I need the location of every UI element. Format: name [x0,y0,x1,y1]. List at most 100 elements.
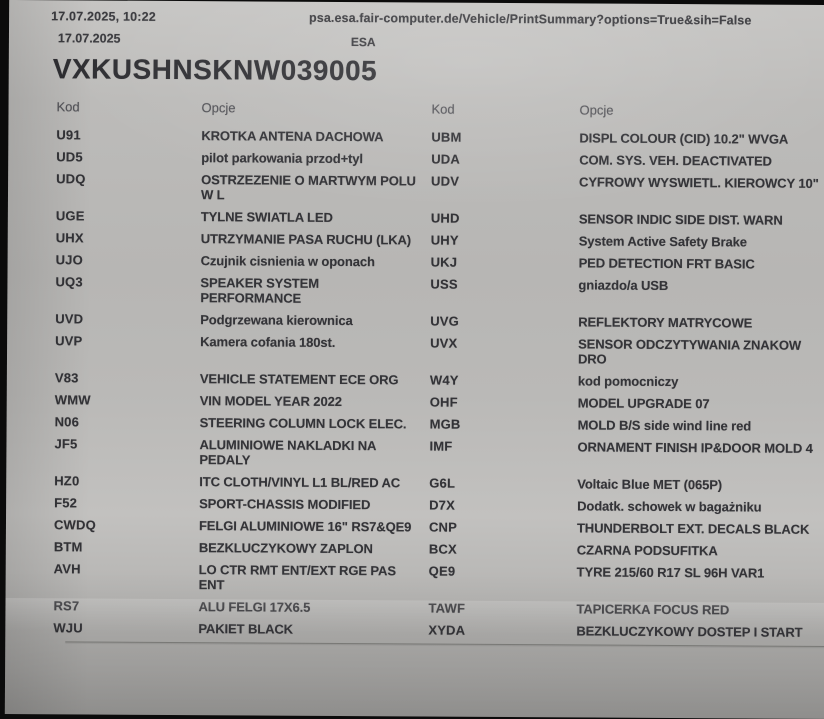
option-description: ALU FELGI 17X6.5 [198,598,311,615]
option-code: UBM [431,129,462,145]
option-code: UHD [430,210,460,226]
option-description: Podgrzewana kierownica [200,311,353,328]
option-description: VIN MODEL YEAR 2022 [199,392,342,409]
option-code: UDA [431,151,461,167]
option-description: ORNAMENT FINISH IP&DOOR MOLD 4 [577,438,813,456]
system-label: ESA [350,35,376,50]
option-description: REFLEKTORY MATRYCOWE [578,313,753,331]
option-description: COM. SYS. VEH. DEACTIVATED [579,151,772,169]
option-description: LO CTR RMT ENT/EXT RGE PAS ENT [198,561,396,592]
option-description: FELGI ALUMINIOWE 16" RS7&QE9 [198,517,412,534]
option-description: STEERING COLUMN LOCK ELEC. [199,414,407,431]
option-description: TYLNE SWIATLA LED [200,208,333,225]
column-header-kod-left: Kod [56,98,80,114]
option-description: ALUMINIOWE NAKLADKI NA PEDALY [199,436,376,467]
option-code: UQ3 [55,273,83,289]
option-description: MODEL UPGRADE 07 [577,394,710,411]
option-code: MGB [429,416,461,432]
option-description: SENSOR ODCZYTYWANIA ZNAKOW DRO [577,335,802,367]
option-description: KROTKA ANTENA DACHOWA [201,127,384,144]
option-code: UD5 [56,148,83,164]
option-code: N06 [54,413,80,429]
option-code: IMF [429,438,453,454]
option-description: BEZKLUCZYKOWY ZAPLON [198,539,373,556]
option-description: kod pomocniczy [577,372,679,389]
option-description: SENSOR INDIC SIDE DIST. WARN [578,210,783,228]
option-description: pilot parkowania przod+tyl [201,149,364,166]
column-header-opcje-left: Opcje [201,99,236,115]
option-code: UVP [55,332,83,348]
printed-page: 17.07.2025, 10:22 psa.esa.fair-computer.… [4,0,824,719]
option-code: RS7 [53,597,80,613]
options-table: Kod Opcje Kod Opcje U91 KROTKA ANTENA DAC… [53,93,824,647]
print-header-line: 17.07.2025, 10:22 psa.esa.fair-computer.… [45,7,824,31]
print-timestamp: 17.07.2025, 10:22 [51,9,157,24]
option-code: UVX [430,335,458,351]
option-description: Voltaic Blue MET (065P) [577,475,723,492]
option-code: UDQ [56,170,86,186]
option-code: UDV [431,173,460,189]
options-table-header: Kod Opcje Kod Opcje [56,93,824,128]
option-description: Kamera cofania 180st. [200,333,336,350]
option-code: CWDQ [53,516,96,533]
option-description: System Active Safety Brake [578,232,747,249]
option-code: U91 [56,126,81,142]
option-description: UTRZYMANIE PASA RUCHU (LKA) [200,230,412,247]
table-row: AVH LO CTR RMT ENT/EXT RGE PAS ENT QE9 TYRE… [54,557,824,599]
option-code: V83 [54,369,79,385]
option-description: gniazdo/a USB [578,276,669,293]
table-row: UDQ OSTRZEZENIE O MARTWYM POLU W L UDV CYFR… [56,167,824,209]
option-code: HZ0 [54,472,80,488]
option-code: UHY [430,232,459,248]
table-row: UQ3 SPEAKER SYSTEM PERFORMANCE USS gniazdo/… [55,270,824,312]
column-header-kod-right: Kod [431,101,455,117]
option-code: JF5 [54,435,78,451]
print-date: 17.07.2025 [57,31,121,46]
table-row: UVP Kamera cofania 180st. UVX SENSOR ODCZYT… [55,329,824,371]
option-description: PAKIET BLACK [198,620,294,637]
option-code: CNP [428,519,458,535]
option-description: Czujnik cisnienia w oponach [200,252,375,269]
option-code: UJO [55,251,83,267]
option-description: PED DETECTION FRT BASIC [578,254,755,272]
option-code: OHF [429,394,458,410]
option-code: G6L [429,475,456,491]
option-description: SPEAKER SYSTEM PERFORMANCE [200,274,320,306]
option-code: UKJ [430,254,458,270]
option-description: DISPL COLOUR (CID) 10.2" WVGA [579,129,789,147]
print-subheader-line: 17.07.2025 ESA [45,31,824,55]
option-code: XYDA [428,622,466,638]
option-code: F52 [54,494,78,510]
option-code: WMW [54,391,91,407]
option-description: VEHICLE STATEMENT ECE ORG [199,370,399,387]
option-code: TAWF [428,600,466,616]
option-code: UGE [55,207,85,223]
option-description: OSTRZEZENIE O MARTWYM POLU W L [200,171,416,202]
column-header-opcje-right: Opcje [579,101,614,118]
option-description: Dodatk. schowek w bagażniku [577,497,762,515]
option-code: QE9 [428,563,456,579]
option-code: USS [430,276,458,292]
option-description: THUNDERBOLT EXT. DECALS BLACK [576,519,810,537]
vin-heading: VXKUSHNSKNW039005 [52,53,378,87]
option-description: ITC CLOTH/VINYL L1 BL/RED AC [199,473,401,490]
print-url: psa.esa.fair-computer.de/Vehicle/PrintSu… [309,10,752,28]
option-code: D7X [429,497,456,513]
option-code: UVD [55,310,84,326]
options-table-body: U91 KROTKA ANTENA DACHOWA UBM DISPL COLOUR … [53,123,824,643]
table-row: WJU PAKIET BLACK XYDA BEZKLUCZYKOWY DOSTEP … [53,616,824,643]
option-description: BEZKLUCZYKOWY DOSTEP I START [576,622,803,640]
option-description: MOLD B/S side wind line red [577,416,752,434]
option-code: BCX [428,541,457,557]
table-row: JF5 ALUMINIOWE NAKLADKI NA PEDALY IMF ORNAM… [54,432,824,474]
page-content: 17.07.2025, 10:22 psa.esa.fair-computer.… [5,0,824,647]
option-description: SPORT-CHASSIS MODIFIED [199,495,371,512]
option-description: CZARNA PODSUFITKA [576,541,718,558]
option-code: WJU [53,619,83,635]
option-description: TAPICERKA FOCUS RED [576,600,730,617]
option-code: UVG [430,313,460,329]
option-code: AVH [53,560,81,576]
option-code: W4Y [429,372,459,388]
option-code: UHX [55,229,84,245]
option-code: BTM [53,538,83,554]
